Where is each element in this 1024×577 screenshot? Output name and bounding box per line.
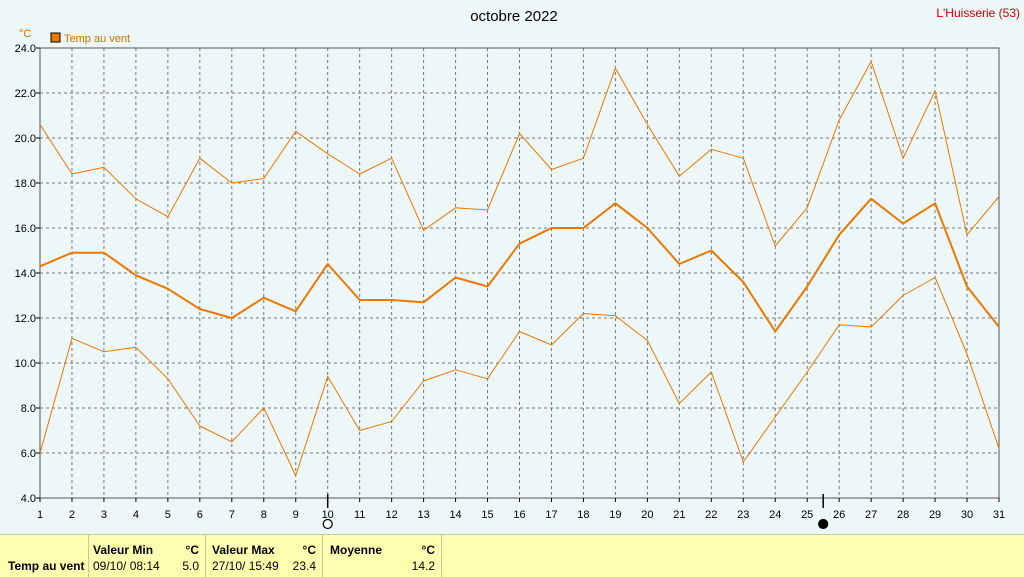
min-date: 09/10/ 08:14 xyxy=(93,559,160,573)
x-tick-label: 18 xyxy=(577,509,589,521)
max-label: Valeur Max xyxy=(212,543,275,557)
temperature-chart: octobre 2022 L'Huisserie (53) °C Temp au… xyxy=(15,6,1020,530)
y-tick-label: 22.0 xyxy=(15,88,36,100)
legend-label: Temp au vent xyxy=(64,33,130,45)
x-tick-label: 10 xyxy=(322,509,334,521)
x-tick-label: 31 xyxy=(993,509,1005,521)
y-tick-label: 6.0 xyxy=(21,448,36,460)
x-tick-label: 9 xyxy=(293,509,299,521)
series-line-max xyxy=(39,61,1000,247)
x-tick-label: 2 xyxy=(69,509,75,521)
station-name: L'Huisserie (53) xyxy=(936,6,1020,20)
footer-mean-cell: Moyenne °C 14.2 xyxy=(323,535,442,577)
mean-unit: °C xyxy=(421,543,435,557)
x-tick-label: 29 xyxy=(929,509,941,521)
y-tick-label: 16.0 xyxy=(15,223,36,235)
min-value: 5.0 xyxy=(182,559,199,573)
max-value: 23.4 xyxy=(292,559,316,573)
x-tick-label: 23 xyxy=(737,509,749,521)
y-tick-label: 18.0 xyxy=(15,178,36,190)
new-moon-icon xyxy=(818,518,829,530)
y-tick-label: 8.0 xyxy=(21,403,36,415)
stats-footer: Temp au vent Valeur Min °C 09/10/ 08:14 … xyxy=(0,534,1024,577)
x-tick-label: 26 xyxy=(833,509,845,521)
plot-area: 4.0 6.0 8.0 10.0 12.0 14.0 16.0 18.0 20.0 22.0 24.… xyxy=(15,43,1005,530)
x-tick-label: 30 xyxy=(961,509,973,521)
mean-label: Moyenne xyxy=(330,543,383,557)
footer-row-label-cell: Temp au vent xyxy=(0,535,89,577)
legend-swatch xyxy=(50,32,61,43)
y-tick-label: 12.0 xyxy=(15,313,36,325)
y-tick-label: 10.0 xyxy=(15,358,36,370)
footer-row-label: Temp au vent xyxy=(8,559,85,573)
x-tick-label: 16 xyxy=(513,509,525,521)
x-tick-label: 15 xyxy=(481,509,493,521)
x-tick-label: 21 xyxy=(673,509,685,521)
x-tick-label: 22 xyxy=(705,509,717,521)
y-tick-label: 24.0 xyxy=(15,43,36,55)
x-tick-label: 3 xyxy=(101,509,107,521)
footer-max-cell: Valeur Max °C 27/10/ 15:49 23.4 xyxy=(206,535,323,577)
min-unit: °C xyxy=(185,543,199,557)
x-tick-label: 27 xyxy=(865,509,877,521)
y-tick-label: 14.0 xyxy=(15,268,36,280)
y-axis-unit: °C xyxy=(19,28,31,40)
y-tick-label: 20.0 xyxy=(15,133,36,145)
x-tick-label: 17 xyxy=(545,509,557,521)
x-tick-label: 14 xyxy=(449,509,461,521)
chart-title: octobre 2022 xyxy=(470,8,558,25)
x-tick-label: 4 xyxy=(133,509,139,521)
x-tick-label: 7 xyxy=(229,509,235,521)
y-tick-label: 4.0 xyxy=(21,493,36,505)
x-tick-label: 13 xyxy=(417,509,429,521)
x-tick-label: 20 xyxy=(641,509,653,521)
x-tick-label: 24 xyxy=(769,509,781,521)
full-moon-icon xyxy=(322,518,333,530)
x-tick-label: 28 xyxy=(897,509,909,521)
x-tick-label: 8 xyxy=(261,509,267,521)
series-line-min xyxy=(39,277,1000,476)
x-tick-label: 11 xyxy=(354,509,365,521)
x-tick-label: 1 xyxy=(37,509,43,521)
max-date: 27/10/ 15:49 xyxy=(212,559,279,573)
min-label: Valeur Min xyxy=(93,543,154,557)
x-tick-label: 19 xyxy=(609,509,621,521)
x-tick-label: 5 xyxy=(165,509,171,521)
x-tick-label: 25 xyxy=(801,509,813,521)
x-tick-label: 6 xyxy=(197,509,203,521)
footer-min-cell: Valeur Min °C 09/10/ 08:14 5.0 xyxy=(89,535,206,577)
mean-value: 14.2 xyxy=(411,559,435,573)
series-line-mean xyxy=(39,197,1000,333)
x-tick-label: 12 xyxy=(386,509,398,521)
max-unit: °C xyxy=(302,543,316,557)
